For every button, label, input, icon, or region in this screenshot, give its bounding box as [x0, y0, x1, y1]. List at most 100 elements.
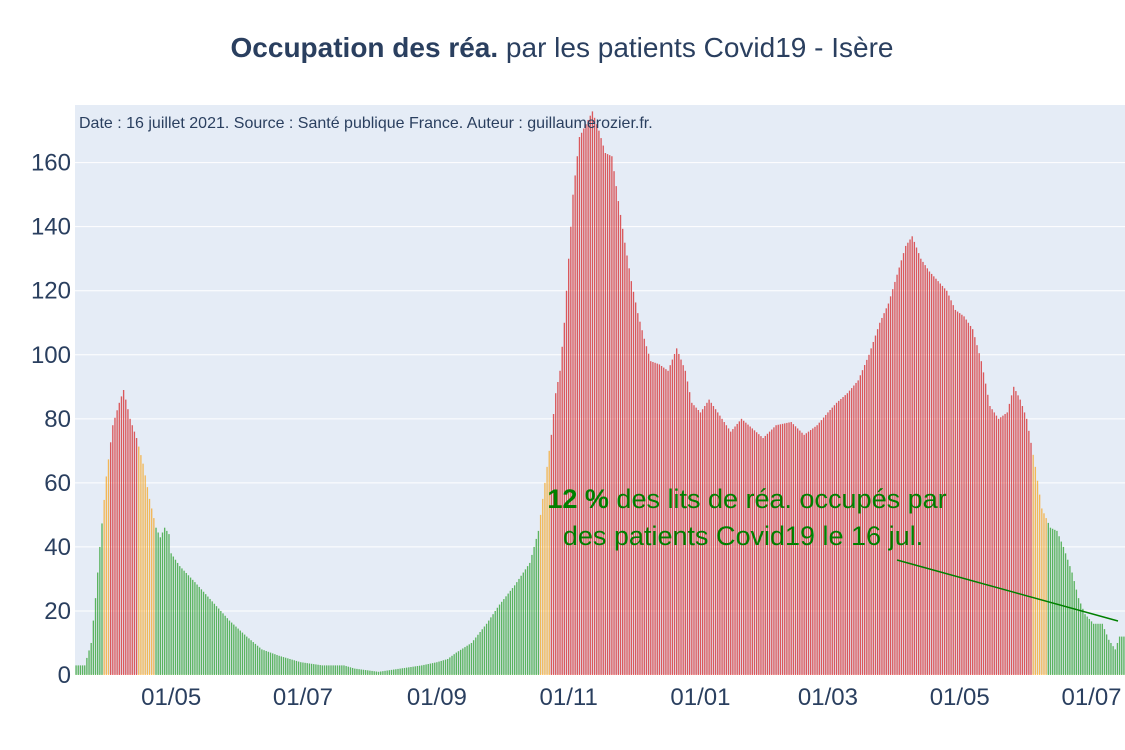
- bar: [918, 253, 920, 675]
- bar: [364, 670, 367, 675]
- x-tick-labels: 01/05 01/07 01/09 01/11 01/01 01/03 01/05 01/07: [141, 684, 1121, 711]
- bar: [1006, 412, 1008, 675]
- bar: [408, 667, 410, 675]
- bar: [1114, 649, 1116, 675]
- bar: [425, 664, 427, 675]
- bar: [248, 638, 250, 675]
- bar: [261, 649, 263, 675]
- bar: [308, 663, 311, 675]
- bar: [455, 652, 457, 675]
- bar: [596, 124, 598, 675]
- bar: [680, 359, 682, 675]
- bar: [287, 658, 289, 675]
- bar: [984, 383, 987, 675]
- bar: [326, 665, 328, 675]
- bar: [790, 422, 792, 675]
- bar: [1015, 391, 1017, 675]
- bar: [933, 276, 935, 675]
- bar: [163, 527, 166, 675]
- chart-title-rest: par les patients Covid19 - Isère: [498, 32, 893, 63]
- bar: [75, 665, 77, 675]
- bar: [475, 637, 477, 675]
- bar: [684, 370, 687, 675]
- bar: [393, 669, 395, 675]
- bar: [1038, 494, 1041, 675]
- bar: [125, 399, 127, 675]
- bar: [444, 659, 447, 675]
- chart-title: Occupation des réa. par les patients Cov…: [231, 32, 894, 63]
- bar: [624, 242, 626, 675]
- bar: [1116, 642, 1119, 675]
- bar: [434, 662, 436, 675]
- bar: [218, 608, 220, 675]
- bar: [97, 572, 99, 675]
- bar: [375, 671, 378, 675]
- bar: [103, 499, 105, 675]
- bar: [993, 412, 995, 675]
- bar: [284, 657, 287, 675]
- bar: [99, 546, 101, 675]
- bar: [1013, 386, 1015, 675]
- bar: [535, 538, 537, 675]
- bar: [1121, 636, 1123, 675]
- bar: [129, 418, 131, 675]
- y-tick-label: 160: [31, 150, 71, 177]
- bar: [185, 572, 187, 675]
- bar: [758, 434, 760, 675]
- bar: [297, 661, 300, 675]
- bar: [751, 428, 753, 675]
- bar: [639, 321, 641, 675]
- bar: [710, 402, 712, 675]
- bar: [989, 406, 991, 675]
- bar: [568, 258, 570, 675]
- bar: [360, 669, 362, 675]
- bar: [550, 434, 553, 675]
- annotation-line-2: des patients Covid19 le 16 jul.: [563, 521, 923, 551]
- bar: [127, 409, 129, 675]
- bar: [347, 666, 349, 675]
- bar: [539, 514, 542, 675]
- bar: [632, 291, 635, 675]
- bar: [959, 313, 961, 675]
- bar: [727, 428, 730, 675]
- bar: [1103, 629, 1106, 675]
- plot-background: [75, 105, 1125, 675]
- bar: [892, 289, 894, 675]
- bar: [833, 405, 836, 675]
- bar: [894, 281, 896, 675]
- bar: [168, 534, 170, 675]
- bar: [948, 295, 950, 675]
- bar: [1008, 403, 1011, 675]
- bar: [358, 669, 360, 675]
- bar: [263, 650, 265, 675]
- bar: [552, 414, 555, 675]
- bar: [658, 364, 661, 675]
- bar: [472, 640, 475, 675]
- bar: [982, 372, 985, 675]
- bar: [336, 665, 339, 675]
- bar: [961, 314, 963, 675]
- bar: [738, 421, 741, 675]
- bar: [736, 423, 738, 675]
- bar: [905, 245, 907, 676]
- bar: [94, 598, 97, 675]
- bar: [140, 455, 142, 675]
- bar: [807, 431, 810, 675]
- bar: [619, 214, 622, 675]
- bar: [116, 410, 118, 675]
- bar: [876, 329, 879, 675]
- bar: [343, 665, 345, 675]
- bar: [254, 643, 257, 675]
- bar: [561, 346, 563, 675]
- bar: [652, 361, 654, 675]
- bar: [412, 666, 414, 675]
- bar: [1049, 527, 1052, 675]
- bar: [380, 671, 382, 675]
- bar: [317, 664, 319, 675]
- bar: [781, 423, 784, 675]
- bar: [403, 667, 406, 675]
- bar: [401, 668, 403, 675]
- bar: [90, 642, 92, 675]
- bar: [300, 662, 302, 675]
- bar: [172, 556, 174, 675]
